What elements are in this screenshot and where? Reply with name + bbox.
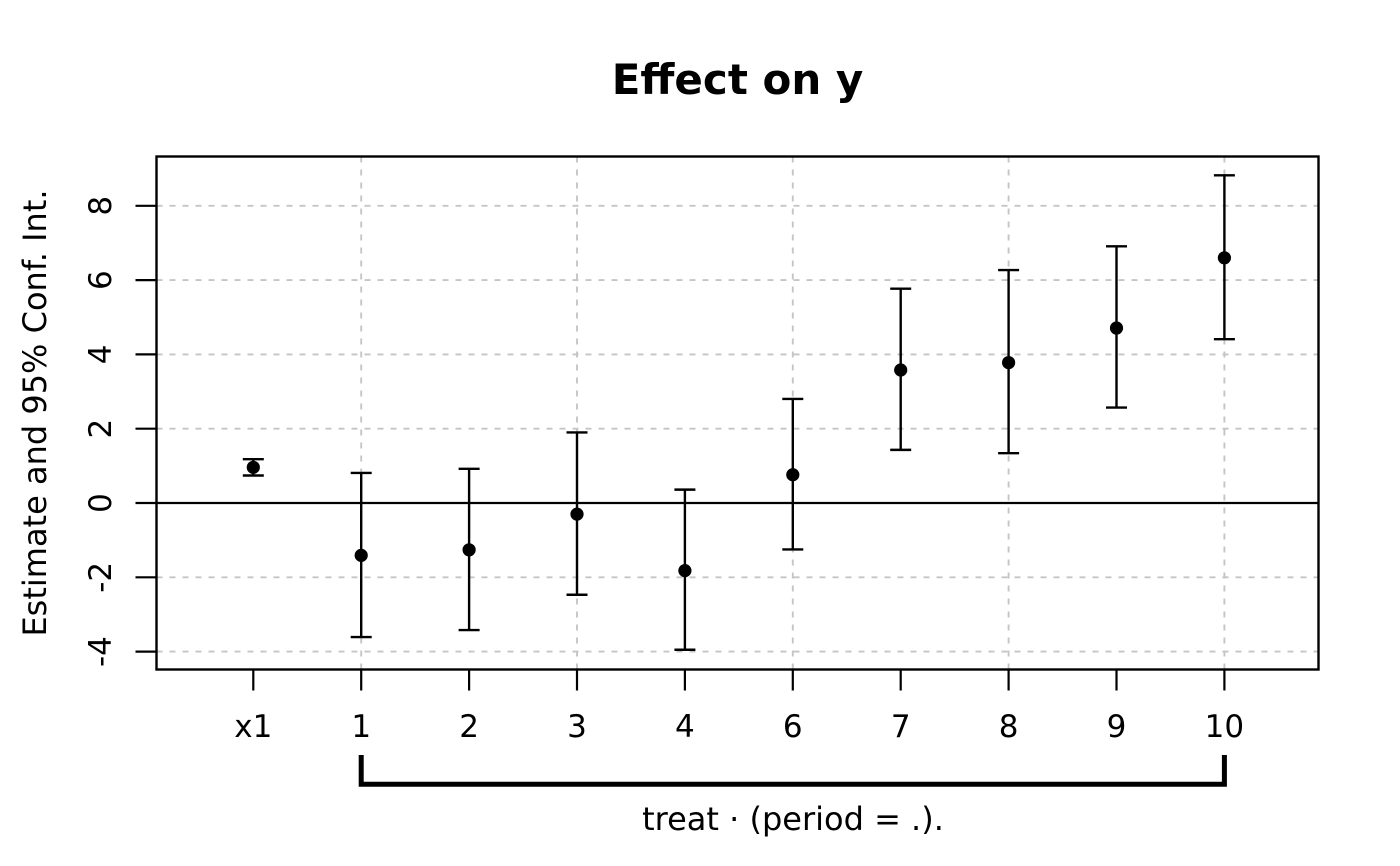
x-tick-label: 1 [351, 709, 371, 745]
y-axis-label: Estimate and 95% Conf. Int. [16, 189, 54, 636]
estimate-point [570, 507, 584, 521]
plot-layer: 8 6 4 2 0 -2 -4 x1 1 2 3 4 6 7 8 9 10 [83, 155, 1320, 787]
y-tick-label: -4 [83, 636, 119, 667]
estimate-point [786, 468, 800, 482]
x-tick-label: x1 [234, 709, 272, 745]
x-tick-label: 6 [783, 709, 803, 745]
estimate-point [1217, 251, 1231, 265]
estimate-point [246, 460, 260, 474]
group-bracket [358, 755, 1227, 787]
estimate-point [678, 564, 692, 578]
y-tick-label: 4 [83, 345, 119, 365]
bracket-label: treat · (period = .). [642, 800, 944, 838]
y-tick-label: 0 [83, 493, 119, 513]
y-tick-label: 8 [83, 196, 119, 216]
y-tick-label: 6 [83, 270, 119, 290]
x-tick-label: 10 [1205, 709, 1244, 745]
x-tick-label: 3 [567, 709, 587, 745]
estimate-point [1109, 321, 1124, 335]
y-tick-label: 2 [83, 419, 119, 439]
estimate-point [354, 548, 368, 562]
chart-title: Effect on y [612, 55, 864, 104]
estimate-point [1002, 355, 1016, 370]
x-tick-label: 7 [891, 709, 911, 745]
x-tick-label: 2 [459, 709, 479, 745]
x-tick-label: 9 [1107, 709, 1127, 745]
x-tick-label: 8 [999, 709, 1019, 745]
x-tick-label: 4 [675, 709, 695, 745]
plot-border [155, 155, 1320, 671]
y-tick-label: -2 [83, 562, 119, 593]
estimate-point [894, 363, 908, 377]
estimate-point [462, 543, 476, 557]
